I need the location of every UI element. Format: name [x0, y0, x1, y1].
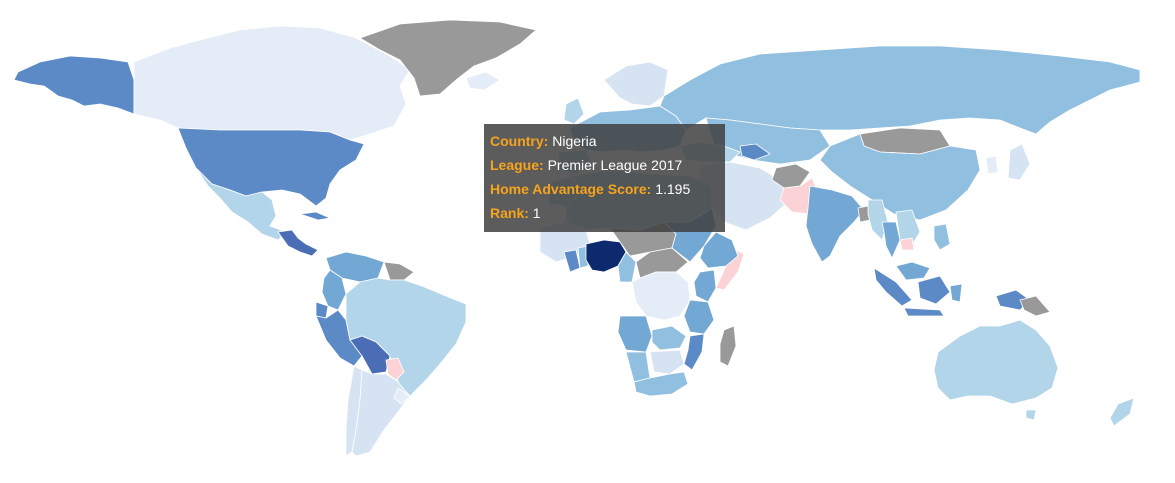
- country-iceland[interactable]: [465, 71, 501, 91]
- tooltip-score-label: Home Advantage Score:: [490, 181, 652, 197]
- tooltip-league-label: League:: [490, 157, 544, 173]
- tooltip-score-row: Home Advantage Score: 1.195: [490, 177, 719, 201]
- country-tanzania[interactable]: [683, 299, 715, 335]
- country-china[interactable]: [819, 133, 981, 221]
- country-png[interactable]: [1019, 295, 1051, 317]
- country-south-africa[interactable]: [633, 371, 689, 397]
- country-central-america[interactable]: [277, 229, 319, 257]
- country-cambodia[interactable]: [899, 237, 915, 251]
- country-angola[interactable]: [617, 315, 653, 353]
- country-sulawesi[interactable]: [949, 283, 963, 303]
- country-caucasus[interactable]: [739, 143, 771, 161]
- country-zambia[interactable]: [651, 325, 687, 351]
- country-uk[interactable]: [563, 97, 585, 125]
- country-cameroon[interactable]: [617, 251, 637, 283]
- country-mexico[interactable]: [195, 167, 287, 241]
- country-somalia[interactable]: [715, 249, 745, 291]
- country-tasmania[interactable]: [1025, 409, 1037, 421]
- country-guyana[interactable]: [383, 261, 415, 281]
- tooltip-rank-label: Rank:: [490, 205, 529, 221]
- country-java[interactable]: [903, 307, 945, 317]
- tooltip-league-row: League: Premier League 2017: [490, 153, 719, 177]
- country-kenya[interactable]: [693, 269, 717, 303]
- country-uruguay[interactable]: [393, 387, 411, 405]
- country-sumatra[interactable]: [873, 267, 913, 307]
- country-drc[interactable]: [631, 271, 691, 321]
- country-botswana-zimbabwe[interactable]: [649, 349, 685, 375]
- country-togo-benin[interactable]: [577, 245, 589, 269]
- tooltip-country-row: Country: Nigeria: [490, 129, 719, 153]
- country-namibia[interactable]: [625, 351, 651, 383]
- tooltip-country-value: Nigeria: [552, 133, 597, 149]
- country-tooltip: Country: Nigeria League: Premier League …: [484, 124, 725, 232]
- tooltip-country-label: Country:: [490, 133, 549, 149]
- tooltip-score-value: 1.195: [655, 181, 691, 197]
- country-usa[interactable]: [177, 127, 365, 207]
- tooltip-league-value: Premier League 2017: [547, 157, 683, 173]
- country-paraguay[interactable]: [385, 357, 405, 381]
- country-scandinavia[interactable]: [603, 61, 669, 107]
- country-alaska[interactable]: [13, 55, 135, 115]
- country-korea[interactable]: [985, 155, 999, 175]
- country-madagascar[interactable]: [719, 325, 737, 367]
- tooltip-rank-row: Rank: 1: [490, 201, 719, 225]
- country-colombia[interactable]: [321, 269, 347, 311]
- country-india[interactable]: [805, 185, 865, 263]
- country-ecuador[interactable]: [315, 301, 329, 319]
- country-borneo[interactable]: [917, 275, 951, 305]
- country-thailand[interactable]: [881, 221, 901, 259]
- country-greenland[interactable]: [359, 19, 537, 97]
- tooltip-rank-value: 1: [532, 205, 541, 221]
- country-cuba[interactable]: [299, 211, 331, 221]
- country-myanmar[interactable]: [867, 199, 889, 241]
- country-australia[interactable]: [933, 319, 1059, 405]
- country-malaysia[interactable]: [895, 261, 931, 281]
- country-mozambique[interactable]: [683, 333, 705, 371]
- country-argentina[interactable]: [351, 369, 411, 457]
- country-new-zealand[interactable]: [1109, 397, 1135, 427]
- country-japan[interactable]: [1007, 143, 1031, 181]
- country-philippines[interactable]: [933, 223, 951, 251]
